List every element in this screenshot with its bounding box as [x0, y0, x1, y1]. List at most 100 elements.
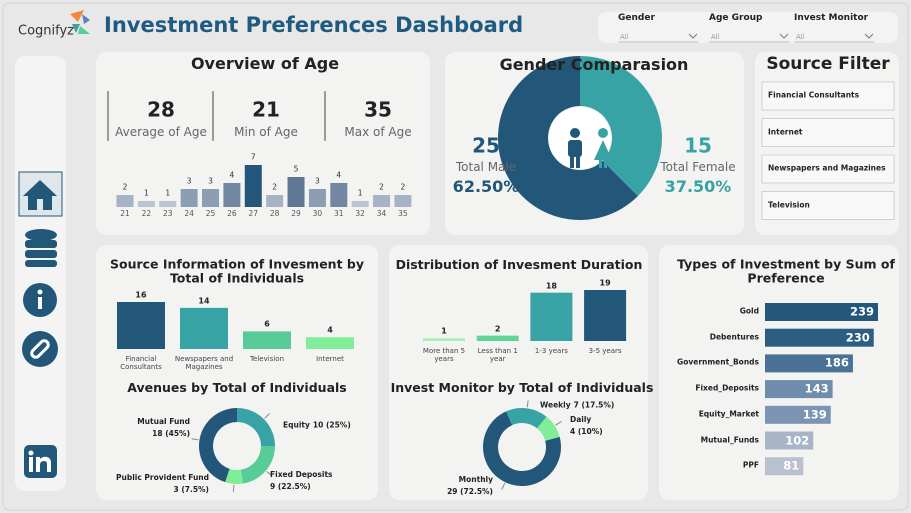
- nav-link[interactable]: [22, 331, 58, 367]
- icon-shape: [25, 260, 57, 267]
- bar: [476, 335, 519, 341]
- filter-item-label[interactable]: Television: [768, 200, 810, 210]
- bar: [116, 195, 134, 207]
- x-tick-label: More than 5 years: [422, 347, 466, 364]
- donut-label-part: Mutual Fund: [137, 417, 190, 427]
- y-tick-label: PPF: [742, 460, 759, 470]
- filter-item[interactable]: [761, 154, 895, 184]
- panel-title: Source Filter: [766, 54, 890, 75]
- x-tick-label: 3-5 years: [588, 347, 622, 355]
- bar: [266, 195, 284, 207]
- logo-shape: [70, 10, 84, 22]
- bar: [765, 303, 878, 321]
- bar: [765, 457, 804, 476]
- female-icon: [594, 140, 612, 160]
- filter-item-label[interactable]: Financial Consultants: [768, 90, 860, 100]
- male-icon: [568, 140, 582, 157]
- icon-shape: [37, 289, 43, 295]
- filter-label: Age Group: [709, 12, 763, 23]
- filter-chevron[interactable]: [779, 33, 789, 39]
- nav-home[interactable]: [18, 171, 63, 217]
- donut-label: Fixed Deposits 9 (22.5%): [270, 470, 333, 492]
- nav-data[interactable]: [25, 229, 57, 267]
- icon-shape: [23, 180, 57, 210]
- nav-info[interactable]: [23, 283, 57, 317]
- donut-slice: [537, 416, 560, 441]
- x-tick-label: 31: [334, 209, 344, 218]
- bar: [308, 189, 326, 207]
- bar-value-label: 2: [379, 182, 384, 192]
- y-tick-label: Debentures: [709, 332, 759, 342]
- donut-slice: [237, 408, 275, 446]
- bar-value-label: 1: [441, 326, 447, 336]
- brand-name: Cognifyz: [18, 23, 74, 39]
- x-tick-label: 30: [312, 209, 323, 218]
- kpi-value: 35: [364, 97, 392, 122]
- filter-item[interactable]: [761, 81, 895, 111]
- bar-value-label: 7: [250, 152, 256, 162]
- x-tick-label: 34: [376, 209, 387, 218]
- gender-share: 62.50%: [452, 176, 520, 196]
- bar: [330, 183, 348, 207]
- filter-value[interactable]: All: [796, 32, 805, 41]
- filter-chevron[interactable]: [864, 33, 874, 39]
- filter-item[interactable]: [761, 118, 895, 147]
- donut-label-part: Equity: [283, 420, 310, 430]
- donut-label-part: 3 (7.5%): [173, 485, 210, 495]
- x-tick-label: 22: [141, 209, 152, 218]
- kpi-label: Average of Age: [115, 125, 207, 140]
- bar: [180, 307, 228, 349]
- bar-value-label: 81: [783, 458, 800, 473]
- bar: [137, 201, 155, 207]
- gender-label: Total Female: [660, 160, 736, 175]
- logo-shape: [78, 26, 90, 34]
- dashboard-title: Investment Preferences Dashboard: [104, 12, 524, 37]
- donut-slice: [482, 411, 561, 487]
- panel: [96, 245, 378, 500]
- bar: [159, 201, 177, 207]
- x-tick-label: 21: [120, 209, 130, 218]
- leader-line: [501, 482, 506, 490]
- filter-item[interactable]: [761, 191, 895, 220]
- icon-shape: [37, 199, 43, 210]
- leader-line: [526, 400, 529, 408]
- x-tick-label: Less than 1 year: [477, 347, 518, 364]
- donut-slice: [506, 408, 547, 429]
- filter-value[interactable]: All: [711, 32, 720, 41]
- y-tick-label: Equity_Market: [698, 409, 759, 419]
- gender-count: 25: [472, 133, 500, 158]
- bar-value-label: 1: [357, 188, 363, 198]
- icon-shape: [25, 229, 57, 241]
- icon-shape: [25, 250, 57, 258]
- donut-label: Monthly 29 (72.5%): [447, 475, 493, 497]
- bar-value-label: 239: [849, 304, 874, 319]
- panel-title: Gender Comparasion: [499, 54, 689, 74]
- filter-chevron[interactable]: [688, 33, 698, 39]
- filter-value[interactable]: All: [620, 32, 629, 41]
- bar-value-label: 6: [264, 319, 270, 329]
- filter-item-label[interactable]: Internet: [768, 127, 803, 137]
- male-icon: [570, 155, 574, 168]
- donut-label: Daily 4 (10%): [570, 415, 603, 437]
- bar-value-label: 14: [198, 296, 210, 306]
- x-tick-label: 28: [269, 209, 280, 218]
- y-tick-label: Mutual_Funds: [700, 435, 759, 445]
- filter-item-label[interactable]: Newspapers and Magazines: [768, 163, 886, 173]
- bar: [765, 328, 874, 347]
- bar-value-label: 139: [802, 407, 827, 422]
- x-tick-label: 26: [227, 209, 237, 218]
- male-icon: [576, 155, 580, 168]
- x-tick-label: 24: [184, 209, 194, 218]
- nav-linkedin[interactable]: [24, 445, 57, 478]
- x-tick-label: 29: [291, 209, 301, 218]
- male-icon: [570, 128, 580, 138]
- bar-value-label: 4: [327, 325, 333, 335]
- bar-value-label: 16: [135, 290, 147, 300]
- x-tick-label: 23: [162, 209, 173, 218]
- bar-value-label: 19: [599, 278, 611, 288]
- leader-line: [555, 420, 562, 426]
- bar-value-label: 3: [315, 176, 320, 186]
- y-tick-label: Gold: [739, 306, 759, 316]
- leader-line: [264, 413, 270, 419]
